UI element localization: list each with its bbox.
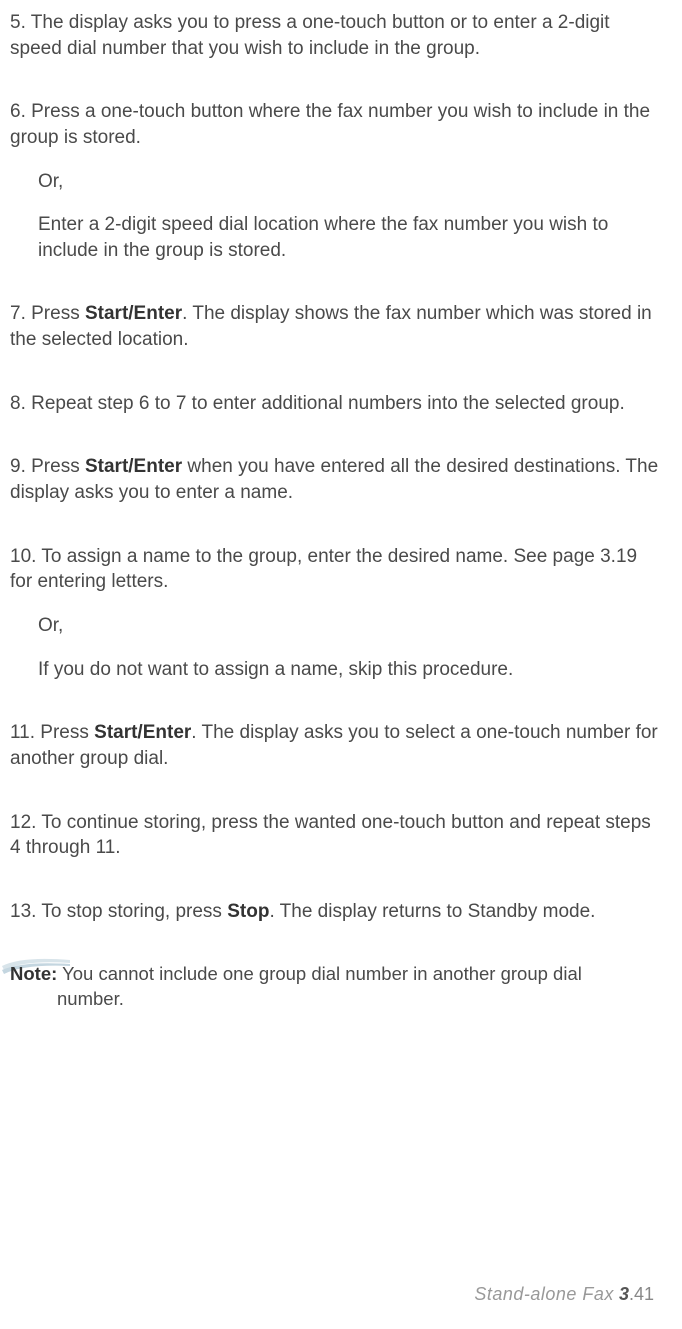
note-section: Note: You cannot include one group dial … (10, 962, 662, 1012)
step-11-bold: Start/Enter (94, 722, 191, 743)
page-footer: Stand-alone Fax 3.41 (474, 1284, 654, 1305)
step-5: 5. The display asks you to press a one-t… (10, 10, 662, 61)
step-9-bold: Start/Enter (85, 456, 182, 477)
step-7: 7. Press Start/Enter. The display shows … (10, 301, 662, 352)
step-12: 12. To continue storing, press the wante… (10, 810, 662, 861)
step-12-text: 12. To continue storing, press the wante… (10, 810, 662, 861)
note-line2: number. (10, 987, 662, 1012)
step-10: 10. To assign a name to the group, enter… (10, 544, 662, 683)
step-10-text: 10. To assign a name to the group, enter… (10, 544, 662, 595)
step-6-text: 6. Press a one-touch button where the fa… (10, 99, 662, 150)
footer-section-label: Stand-alone Fax (474, 1284, 614, 1304)
step-13-post: . The display returns to Standby mode. (269, 901, 595, 922)
note-label: Note: (10, 963, 57, 984)
step-6-alt: Enter a 2-digit speed dial location wher… (10, 212, 662, 263)
step-7-pre: 7. Press (10, 303, 85, 324)
note-line1: You cannot include one group dial number… (57, 963, 582, 984)
step-10-or: Or, (10, 613, 662, 639)
step-6: 6. Press a one-touch button where the fa… (10, 99, 662, 263)
step-7-bold: Start/Enter (85, 303, 182, 324)
step-10-alt: If you do not want to assign a name, ski… (10, 657, 662, 683)
step-5-text: 5. The display asks you to press a one-t… (10, 10, 662, 61)
step-11: 11. Press Start/Enter. The display asks … (10, 720, 662, 771)
step-9-pre: 9. Press (10, 456, 85, 477)
footer-chapter: 3 (619, 1284, 629, 1304)
note-text: Note: You cannot include one group dial … (10, 962, 662, 1012)
step-8: 8. Repeat step 6 to 7 to enter additiona… (10, 391, 662, 417)
step-6-or: Or, (10, 169, 662, 195)
step-8-text: 8. Repeat step 6 to 7 to enter additiona… (10, 391, 662, 417)
document-body: 5. The display asks you to press a one-t… (10, 10, 662, 1012)
step-11-pre: 11. Press (10, 722, 94, 743)
step-13: 13. To stop storing, press Stop. The dis… (10, 899, 662, 925)
step-13-bold: Stop (227, 901, 269, 922)
step-9: 9. Press Start/Enter when you have enter… (10, 454, 662, 505)
footer-page: .41 (629, 1284, 654, 1304)
step-13-pre: 13. To stop storing, press (10, 901, 227, 922)
